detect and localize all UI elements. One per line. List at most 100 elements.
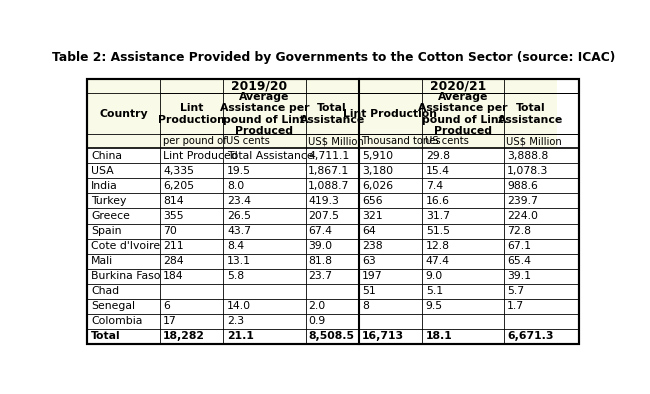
Text: 224.0: 224.0 (507, 211, 538, 221)
Text: 14.0: 14.0 (227, 301, 252, 311)
Bar (422, 284, 504, 299)
Text: 65.4: 65.4 (507, 256, 531, 266)
Bar (160, 314, 223, 329)
Bar (160, 79, 359, 93)
Bar (87, 193, 160, 208)
Bar (160, 329, 223, 344)
Text: Cote d'Ivoire: Cote d'Ivoire (91, 241, 160, 251)
Bar (422, 178, 504, 193)
Bar (359, 223, 422, 239)
Text: 29.8: 29.8 (426, 151, 450, 161)
Bar (87, 329, 160, 344)
Text: 239.7: 239.7 (507, 196, 538, 206)
Bar (306, 148, 359, 164)
Bar (504, 134, 557, 148)
Bar (160, 299, 223, 314)
Text: 6,205: 6,205 (163, 181, 194, 191)
Bar (87, 79, 579, 344)
Bar (359, 208, 422, 223)
Text: 26.5: 26.5 (227, 211, 251, 221)
Bar (223, 208, 306, 223)
Text: Country: Country (99, 109, 148, 119)
Text: 12.8: 12.8 (426, 241, 450, 251)
Bar (306, 254, 359, 269)
Text: 19.5: 19.5 (227, 166, 251, 176)
Bar (87, 178, 160, 193)
Text: 23.7: 23.7 (308, 271, 332, 281)
Text: 2.0: 2.0 (308, 301, 326, 311)
Bar (87, 239, 160, 254)
Bar (223, 284, 306, 299)
Bar (87, 223, 160, 239)
Bar (160, 254, 223, 269)
Text: 39.1: 39.1 (507, 271, 531, 281)
Bar (422, 134, 504, 148)
Bar (422, 299, 504, 314)
Bar (359, 193, 422, 208)
Text: Thousand tones: Thousand tones (361, 136, 441, 147)
Text: 1,088.7: 1,088.7 (308, 181, 350, 191)
Bar (359, 254, 422, 269)
Text: 8.0: 8.0 (227, 181, 244, 191)
Bar (422, 208, 504, 223)
Text: 988.6: 988.6 (507, 181, 538, 191)
Bar (504, 284, 557, 299)
Bar (359, 134, 422, 148)
Text: 2.3: 2.3 (227, 316, 244, 326)
Bar (160, 134, 223, 148)
Text: 23.4: 23.4 (227, 196, 251, 206)
Text: 67.4: 67.4 (308, 226, 332, 236)
Text: 39.0: 39.0 (308, 241, 332, 251)
Bar (422, 164, 504, 178)
Bar (87, 148, 160, 164)
Bar (160, 93, 223, 134)
Bar (306, 164, 359, 178)
Bar (223, 254, 306, 269)
Text: 16,713: 16,713 (362, 331, 404, 342)
Bar (359, 314, 422, 329)
Bar (306, 193, 359, 208)
Bar (306, 93, 359, 134)
Text: 0.9: 0.9 (308, 316, 326, 326)
Text: 419.3: 419.3 (308, 196, 339, 206)
Bar (306, 284, 359, 299)
Bar (87, 314, 160, 329)
Bar (160, 208, 223, 223)
Bar (160, 223, 223, 239)
Bar (160, 178, 223, 193)
Bar (223, 93, 306, 134)
Bar (504, 223, 557, 239)
Bar (422, 329, 504, 344)
Text: 6,671.3: 6,671.3 (507, 331, 553, 342)
Text: 6,026: 6,026 (362, 181, 393, 191)
Bar (160, 269, 223, 284)
Bar (306, 314, 359, 329)
Text: Lint Production: Lint Production (343, 109, 437, 119)
Bar (504, 148, 557, 164)
Text: 81.8: 81.8 (308, 256, 332, 266)
Text: 16.6: 16.6 (426, 196, 450, 206)
Bar (87, 164, 160, 178)
Bar (422, 93, 504, 134)
Bar (306, 208, 359, 223)
Text: Burkina Faso: Burkina Faso (91, 271, 161, 281)
Text: 1.7: 1.7 (507, 301, 524, 311)
Bar (223, 193, 306, 208)
Bar (223, 269, 306, 284)
Bar (422, 314, 504, 329)
Bar (504, 239, 557, 254)
Bar (160, 284, 223, 299)
Text: 7.4: 7.4 (426, 181, 443, 191)
Bar (223, 223, 306, 239)
Text: 18.1: 18.1 (426, 331, 452, 342)
Text: 5,910: 5,910 (362, 151, 393, 161)
Bar (359, 93, 422, 134)
Text: 321: 321 (362, 211, 382, 221)
Bar (359, 148, 422, 164)
Bar (306, 239, 359, 254)
Bar (359, 299, 422, 314)
Text: 5.1: 5.1 (426, 286, 443, 296)
Bar (422, 223, 504, 239)
Text: 284: 284 (163, 256, 184, 266)
Text: 5.7: 5.7 (507, 286, 524, 296)
